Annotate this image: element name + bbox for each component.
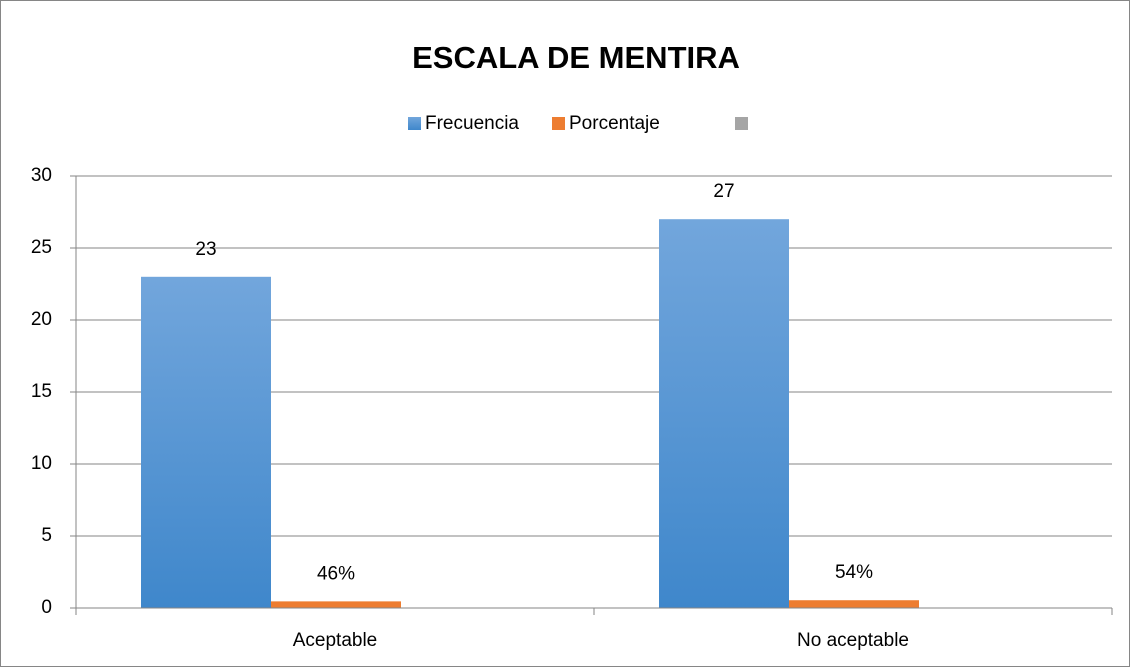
data-label: 54% [835,562,873,583]
y-tick-label: 10 [31,453,52,474]
y-tick-label: 20 [31,309,52,330]
chart-title: ESCALA DE MENTIRA [412,40,740,75]
y-tick-label: 30 [31,165,52,186]
legend-label: Frecuencia [425,113,519,134]
legend-swatch [552,117,565,130]
y-tick-label: 0 [41,597,52,618]
data-label: 27 [713,181,734,202]
y-tick-label: 15 [31,381,52,402]
bar [141,276,271,608]
x-tick-label: No aceptable [797,630,909,651]
data-label: 46% [317,563,355,584]
legend-swatch [408,117,421,130]
bar [659,219,789,608]
x-tick-label: Aceptable [293,630,378,651]
legend-label: Porcentaje [569,113,660,134]
legend-swatch [735,117,748,130]
data-label: 23 [195,239,216,260]
bar [789,600,919,608]
bar [271,601,401,608]
y-tick-label: 25 [31,237,52,258]
y-tick-label: 5 [41,525,52,546]
